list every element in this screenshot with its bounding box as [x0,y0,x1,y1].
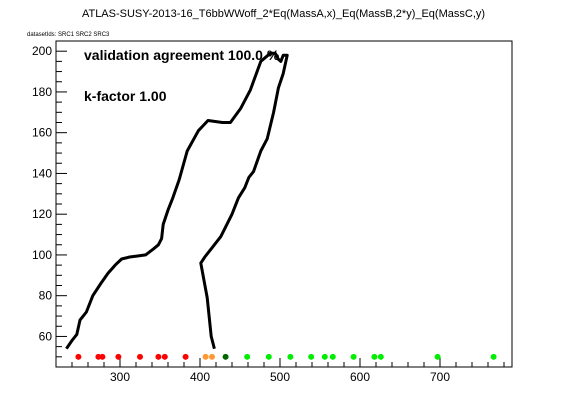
data-point-allowed [244,353,251,360]
data-point-borderline [202,353,209,360]
x-tick-label: 500 [270,370,290,384]
data-point-allowed [490,353,497,360]
data-point-excluded [115,353,122,360]
data-point-excluded [182,353,189,360]
y-tick-label: 160 [32,126,52,140]
data-point-allowed [308,353,315,360]
data-point-allowed [350,353,357,360]
data-point-excluded [75,353,82,360]
x-tick-label: 700 [430,370,450,384]
x-tick-label: 300 [110,370,130,384]
data-point-allowed-near [222,353,229,360]
axes-group: 300 400 500 600 700 60 80 100 120 140 160 180 200 [32,40,513,384]
data-point-allowed [329,353,336,360]
x-tick-label: 400 [190,370,210,384]
contour-group [65,51,289,350]
y-tick-label: 180 [32,85,52,99]
dataset-label: datasetIds: SRC1 SRC2 SRC3 [27,32,110,38]
y-tick-label: 120 [32,207,52,221]
points-group [75,353,497,360]
y-tick-label: 100 [32,248,52,262]
x-tick-label: 600 [350,370,370,384]
data-point-allowed [321,353,328,360]
y-tick-label: 140 [32,166,52,180]
data-point-allowed [377,353,384,360]
data-point-allowed [371,353,378,360]
k-factor-label: k-factor 1.00 [84,88,167,104]
y-tick-label: 60 [39,329,53,343]
data-point-excluded [99,353,106,360]
data-point-excluded [161,353,168,360]
data-point-borderline [209,353,215,360]
annotation-group: validation agreement 100.0 % k-factor 1.0… [84,47,280,104]
y-tick-label: 200 [32,44,52,58]
y-tick-label: 80 [39,289,53,303]
data-point-excluded [155,353,162,360]
exclusion-contour-line [65,51,289,350]
data-point-allowed [434,353,441,360]
data-point-excluded [137,353,143,360]
data-point-allowed [287,353,294,360]
data-point-allowed [265,353,272,360]
chart-title: ATLAS-SUSY-2013-16_T6bbWWoff_2*Eq(MassA,… [81,8,486,20]
validation-agreement-label: validation agreement 100.0 % [84,47,280,63]
